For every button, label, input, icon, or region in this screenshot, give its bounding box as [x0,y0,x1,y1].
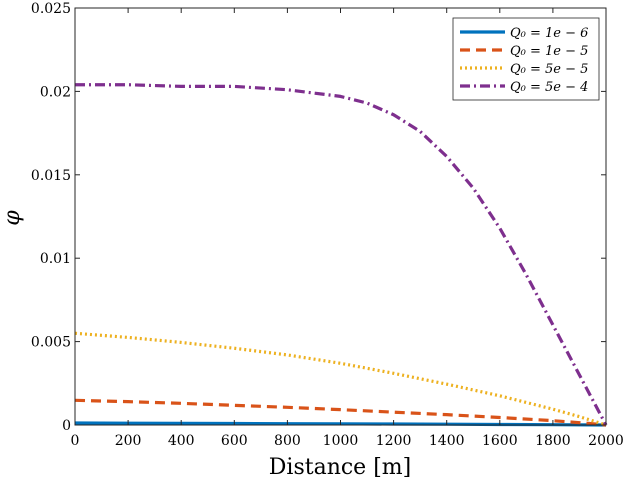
legend-label-4: Q₀ = 5e − 4 [510,80,588,95]
x-tick-label: 800 [274,433,301,449]
x-tick-label: 1200 [376,433,412,449]
series-line-4 [75,83,608,426]
x-tick-label: 400 [168,433,195,449]
legend-label-1: Q₀ = 1e − 6 [510,26,588,41]
y-tick-label: 0.01 [40,251,71,267]
legend: Q₀ = 1e − 6 Q₀ = 1e − 5 Q₀ = 5e − 5 Q₀ = 5e… [452,17,600,101]
legend-label-2: Q₀ = 1e − 5 [510,44,588,59]
y-tick-label: 0.025 [31,1,71,17]
x-tick-label: 1000 [323,433,359,449]
y-tick-label: 0.02 [40,84,71,100]
y-axis-label: φ [0,210,25,226]
x-tick-label: 1600 [482,433,518,449]
y-tick-label: 0.005 [31,335,71,351]
x-tick-label: 1400 [429,433,465,449]
ticks-layer: 0 200 400 600 800 1000 1200 1400 1600 1800 2000 0 0.… [31,1,623,449]
y-tick-label: 0 [62,418,71,434]
legend-label-3: Q₀ = 5e − 5 [510,62,588,77]
x-tick-label: 1800 [535,433,571,449]
x-tick-label: 600 [221,433,248,449]
x-tick-label: 0 [71,433,80,449]
x-axis-label: Distance [m] [269,455,411,480]
x-tick-label: 200 [115,433,142,449]
y-tick-label: 0.015 [31,168,71,184]
x-tick-label: 2000 [588,433,623,449]
series-line-2 [74,398,607,427]
